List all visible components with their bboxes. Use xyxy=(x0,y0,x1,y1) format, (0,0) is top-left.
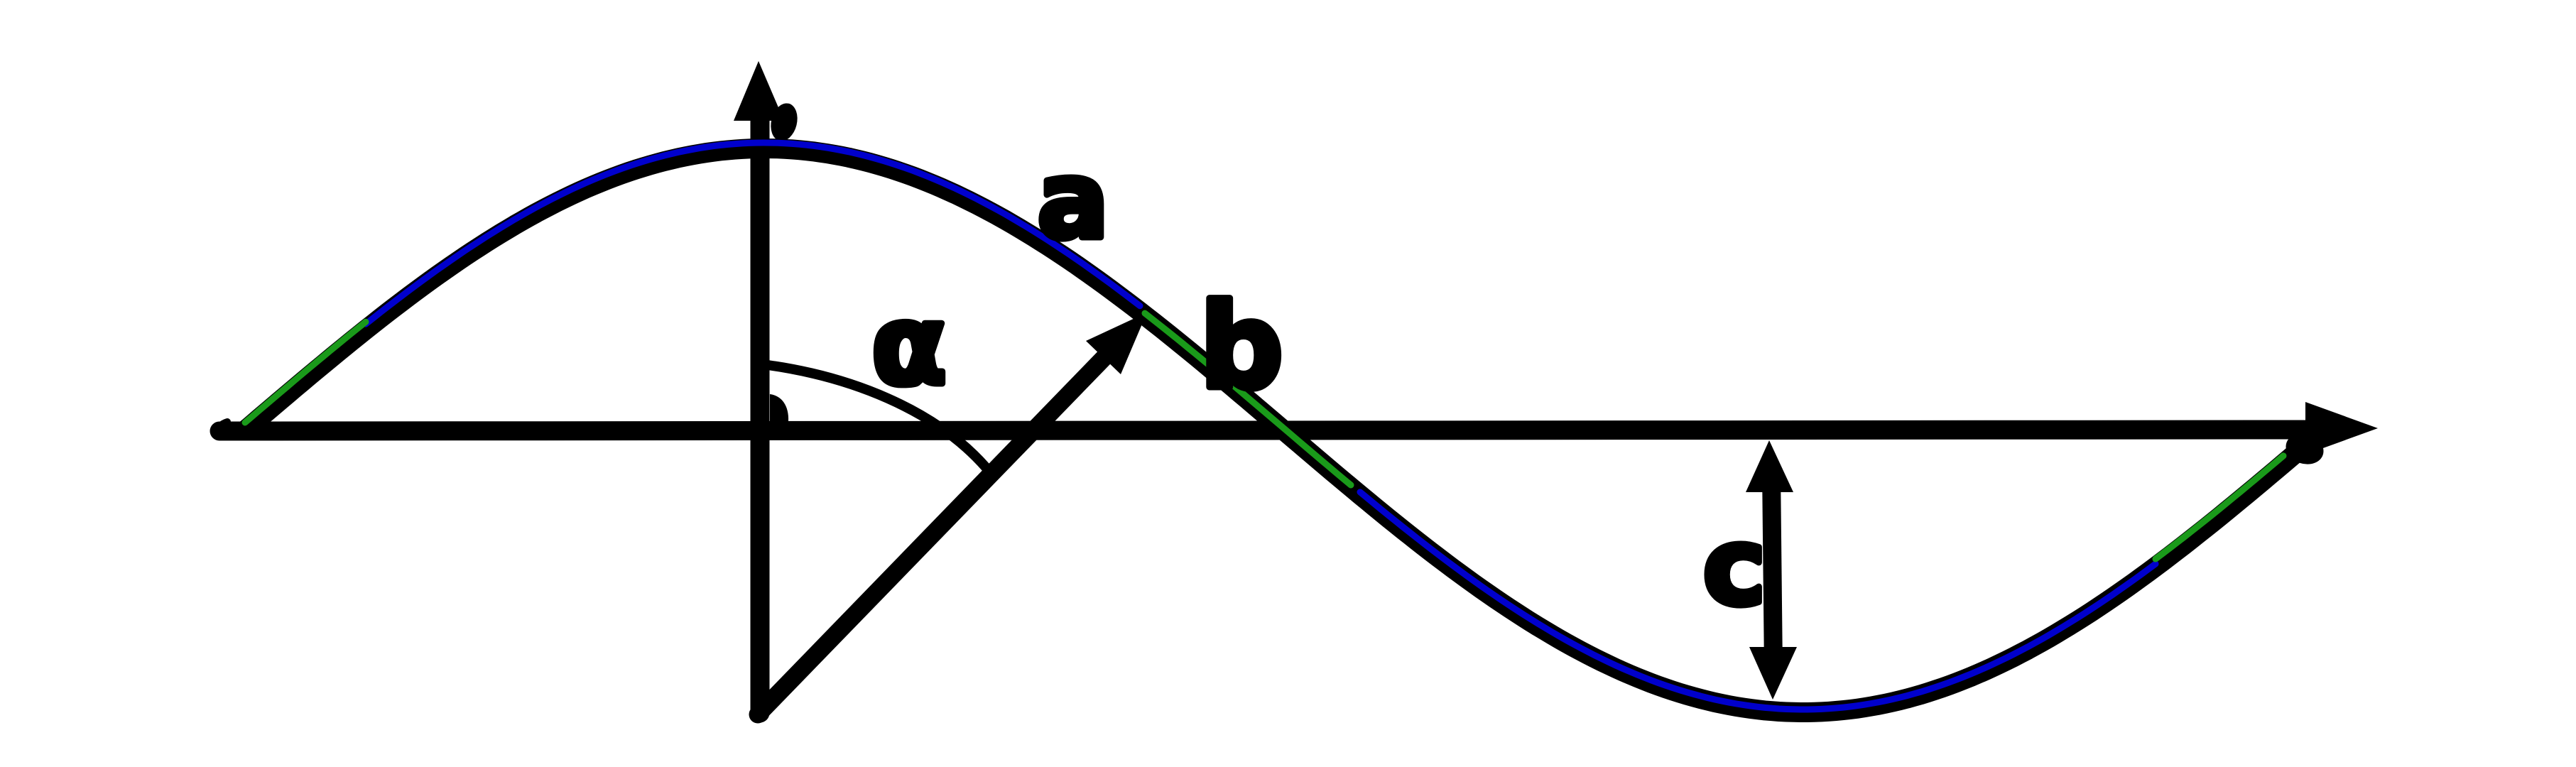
label-c: c xyxy=(1703,506,1766,629)
amplitude-arrow-down-icon xyxy=(1749,647,1797,700)
phasor-arrowhead-icon xyxy=(1086,312,1147,374)
y-axis xyxy=(734,61,798,723)
sine-overlay-blue xyxy=(362,139,2159,713)
angle-arc xyxy=(763,360,991,472)
sine-curve xyxy=(235,138,2329,722)
sine-overlay-green xyxy=(241,310,2287,562)
amplitude-arrow-shaft xyxy=(1762,468,1783,672)
y-axis-arrowhead-icon xyxy=(734,61,784,121)
phasor-arrow xyxy=(749,312,1147,724)
label-alpha: α xyxy=(871,281,947,410)
amplitude-arrow xyxy=(1746,440,1797,700)
sine-overlay-blue-1 xyxy=(1357,489,2159,713)
sine-overlay-blue-0 xyxy=(362,139,1143,327)
sine-overlay-green-2 xyxy=(2152,452,2287,562)
sine-overlay-green-1 xyxy=(1141,310,1354,489)
label-a: a xyxy=(1037,139,1109,263)
x-axis-start-tick xyxy=(213,418,231,440)
amplitude-arrow-up-icon xyxy=(1746,440,1793,492)
sine-overlay-green-0 xyxy=(241,318,369,426)
label-b: b xyxy=(1200,278,1283,415)
x-axis-line xyxy=(210,420,2320,441)
phasor-line xyxy=(749,344,1117,724)
origin-ink-dot xyxy=(770,394,789,421)
y-axis-ink-mark xyxy=(771,103,798,141)
